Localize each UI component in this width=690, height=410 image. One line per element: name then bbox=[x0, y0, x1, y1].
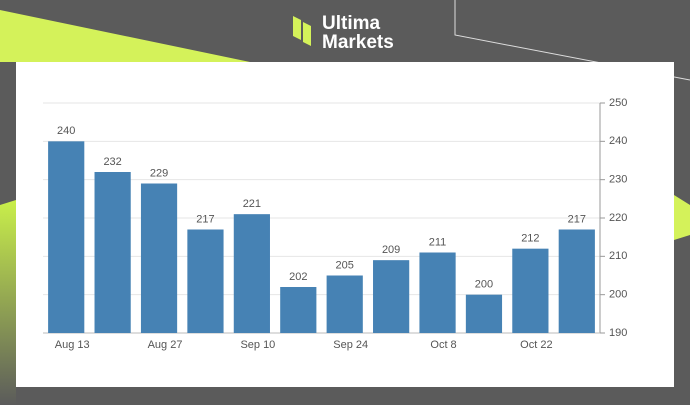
data-label: 217 bbox=[568, 213, 586, 225]
bar bbox=[558, 229, 595, 333]
data-label: 202 bbox=[289, 271, 307, 283]
y-tick-label: 250 bbox=[609, 97, 627, 109]
bar bbox=[94, 172, 131, 333]
data-label: 200 bbox=[475, 279, 493, 291]
bar bbox=[419, 252, 456, 333]
bar bbox=[512, 248, 549, 333]
logo: Ultima Markets bbox=[293, 13, 394, 53]
plot: 190 200 210 220 230 240 250 Aug 13 240 232 Aug 27 2… bbox=[43, 97, 627, 351]
bar bbox=[48, 141, 85, 333]
data-label: 229 bbox=[150, 167, 168, 179]
data-label: 211 bbox=[429, 236, 447, 248]
data-label: 221 bbox=[243, 198, 261, 210]
bar bbox=[233, 214, 270, 333]
x-tick-label: Sep 10 bbox=[240, 339, 275, 351]
brand-text: Ultima bbox=[322, 13, 381, 34]
brand-text: Markets bbox=[322, 32, 394, 53]
bar bbox=[280, 287, 317, 333]
bar bbox=[187, 229, 224, 333]
x-tick-label: Sep 24 bbox=[333, 339, 368, 351]
data-label: 212 bbox=[521, 233, 539, 245]
accent-shape bbox=[0, 10, 250, 62]
y-tick-label: 240 bbox=[609, 135, 627, 147]
bar bbox=[373, 260, 410, 333]
bar bbox=[140, 183, 178, 333]
accent-shape bbox=[674, 195, 690, 240]
bar bbox=[465, 294, 503, 333]
x-tick-label: Oct 22 bbox=[520, 339, 552, 351]
y-tick-label: 190 bbox=[609, 327, 627, 339]
y-tick-label: 200 bbox=[609, 289, 627, 301]
y-tick-label: 230 bbox=[609, 174, 627, 186]
data-label: 205 bbox=[336, 259, 354, 271]
data-label: 217 bbox=[196, 213, 214, 225]
bar bbox=[326, 275, 363, 333]
data-label: 240 bbox=[57, 125, 75, 137]
data-label: 209 bbox=[382, 244, 400, 256]
x-tick-label: Aug 13 bbox=[55, 339, 90, 351]
y-tick-label: 220 bbox=[609, 212, 627, 224]
y-tick-label: 210 bbox=[609, 250, 627, 262]
logo-icon bbox=[293, 16, 311, 46]
x-tick-label: Aug 27 bbox=[148, 339, 183, 351]
accent-shape bbox=[0, 200, 16, 405]
data-label: 232 bbox=[103, 156, 121, 168]
x-tick-label: Oct 8 bbox=[430, 339, 456, 351]
